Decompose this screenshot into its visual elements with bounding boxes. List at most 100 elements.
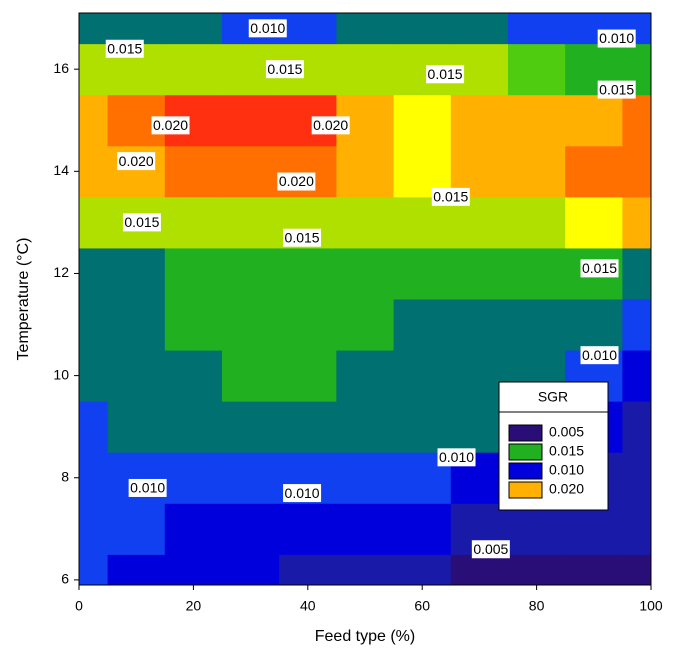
contour-label-text: 0.015 [599, 81, 634, 97]
contour-label-text: 0.020 [153, 117, 188, 133]
contour-label: 0.010 [283, 484, 322, 503]
contour-label-text: 0.015 [285, 229, 320, 245]
contour-cell [565, 196, 623, 249]
contour-cell [222, 350, 280, 402]
contour-cell [279, 401, 337, 453]
contour-label: 0.010 [580, 346, 619, 365]
contour-cell [565, 145, 623, 198]
contour-label-text: 0.010 [130, 480, 165, 496]
contour-cell [164, 452, 223, 504]
contour-cell [222, 247, 280, 300]
contour-label: 0.010 [128, 478, 167, 497]
overlay: 0.010 0.015 0.015 0.015 0.010 0.015 0.020 0.020… [53, 12, 663, 614]
contour-cell [279, 350, 337, 402]
legend-swatch [508, 424, 543, 442]
contour-cell [622, 554, 651, 585]
legend-label: 0.020 [549, 481, 584, 497]
contour-label: 0.010 [437, 448, 476, 467]
contour-cell [279, 503, 337, 555]
contour-label-box [248, 19, 287, 38]
contour-cell [622, 196, 651, 249]
y-tick-label: 6 [61, 571, 69, 587]
contour-cell [79, 350, 109, 402]
contour-cell [336, 43, 395, 96]
contour-label: 0.015 [105, 39, 144, 58]
contour-label-box [426, 65, 465, 84]
y-tick-label: 10 [53, 366, 69, 382]
contour-cell [508, 554, 566, 585]
contour-label-box [431, 187, 470, 206]
contour-cell [79, 401, 109, 453]
contour-label-box [471, 540, 510, 559]
contour-cell [336, 196, 395, 249]
contour-cell [79, 452, 109, 504]
x-tick-label: 40 [300, 598, 316, 614]
contour-cell [279, 554, 337, 585]
contour-cell [336, 350, 395, 402]
contour-label-box [283, 484, 322, 503]
contour-cell [565, 94, 623, 147]
contour-cell [336, 401, 395, 453]
contour-label-text: 0.020 [313, 117, 348, 133]
contour-cell [622, 145, 651, 198]
contour-label: 0.015 [426, 65, 465, 84]
contour-label: 0.010 [597, 29, 636, 48]
contour-label-text: 0.020 [279, 173, 314, 189]
contour-label-box [117, 152, 156, 171]
legend-title: SGR [538, 389, 568, 405]
contour-cell [164, 196, 223, 249]
contour-field [79, 13, 651, 585]
contour-cell [336, 554, 395, 585]
contour-label-text: 0.020 [119, 153, 154, 169]
x-tick-label: 100 [639, 598, 663, 614]
contour-cell [164, 145, 223, 198]
contour-label: 0.015 [283, 228, 322, 247]
contour-cell [336, 503, 395, 555]
contour-cell [450, 554, 509, 585]
contour-cell [222, 452, 280, 504]
contour-label-text: 0.010 [582, 347, 617, 363]
contour-label: 0.010 [248, 19, 287, 38]
contour-label-text: 0.015 [107, 40, 142, 56]
contour-cell [393, 401, 452, 453]
contour-cell [508, 145, 566, 198]
contour-cell [279, 13, 337, 45]
legend-swatch [508, 481, 543, 499]
contour-cell [107, 554, 166, 585]
contour-label-text: 0.015 [428, 66, 463, 82]
contour-cell [508, 196, 566, 249]
contour-cell [164, 503, 223, 555]
contour-cell [393, 554, 452, 585]
x-axis-label: Feed type (%) [315, 628, 415, 645]
contour-cell [222, 145, 280, 198]
contour-cell [164, 350, 223, 402]
contour-cell [79, 43, 109, 96]
contour-cell [393, 299, 452, 351]
contour-cell [393, 503, 452, 555]
contour-cell [79, 196, 109, 249]
legend: SGR 0.005 0.015 0.010 0.020 [498, 381, 609, 511]
legend-swatch [508, 443, 543, 461]
contour-cell [164, 13, 223, 45]
contour-cell [393, 94, 452, 147]
contour-cell [79, 554, 109, 585]
contour-cell [508, 247, 566, 300]
contour-cell [622, 401, 651, 453]
legend-label: 0.005 [549, 424, 584, 440]
contour-cell [279, 247, 337, 300]
contour-cell [622, 247, 651, 300]
contour-cell [107, 401, 166, 453]
contour-label: 0.005 [471, 540, 510, 559]
contour-cell [222, 94, 280, 147]
contour-label-box [311, 116, 350, 135]
contour-cell [107, 350, 166, 402]
legend-swatch [508, 462, 543, 480]
contour-cell [565, 299, 623, 351]
x-tick-label: 20 [186, 598, 202, 614]
contour-cell [279, 299, 337, 351]
contour-label-text: 0.005 [473, 541, 508, 557]
contour-cell [450, 299, 509, 351]
contour-cell [565, 503, 623, 555]
contour-cell [164, 554, 223, 585]
